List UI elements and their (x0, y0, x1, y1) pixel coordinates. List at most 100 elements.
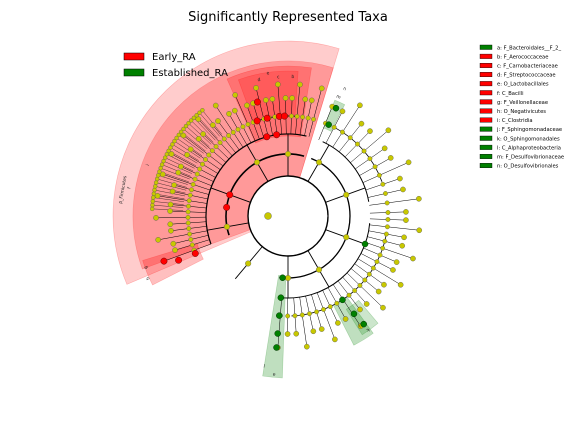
clade-letter-label: a (272, 371, 275, 376)
taxon-node (334, 300, 340, 306)
taxon-node (191, 115, 197, 121)
taxon-node (308, 97, 315, 104)
taxon-node (385, 224, 390, 230)
chart-title: Significantly Represented Taxa (188, 10, 388, 25)
taxa-key-swatch (479, 81, 493, 87)
taxa-key-entry: k: O_Sphingomonadales (497, 136, 560, 142)
taxon-node (342, 316, 349, 322)
taxon-node (162, 155, 168, 160)
taxon-node (206, 152, 212, 158)
taxa-key-swatch (479, 53, 493, 59)
taxon-node (293, 330, 300, 337)
taxon-node (311, 116, 316, 122)
significant-node-early (263, 114, 271, 122)
taxon-node (381, 145, 388, 152)
taxon-node (380, 245, 386, 251)
taxon-node (385, 127, 392, 134)
taxon-node (150, 202, 155, 208)
taxon-node (200, 108, 205, 113)
significant-node-early (226, 191, 234, 199)
phylum-label: p_Firmicutes (118, 175, 129, 204)
taxon-node (289, 95, 295, 101)
taxon-node (357, 283, 363, 288)
clade-letter-label: i (145, 163, 151, 166)
tree-branch (277, 84, 282, 135)
taxon-node (185, 209, 191, 215)
root-ring (247, 175, 329, 257)
tree-branch (158, 230, 208, 241)
taxa-key-entry: j: F_Sphingomonadaceae (496, 127, 562, 133)
taxon-node (168, 227, 174, 234)
tree-branch-arc (322, 141, 370, 202)
tree-branch (332, 105, 361, 148)
taxa-key-swatch (479, 163, 493, 169)
taxon-node (400, 186, 406, 193)
clade-letter-label: g (144, 265, 150, 270)
taxon-node (154, 176, 160, 182)
taxon-node (362, 277, 368, 283)
significant-node-early (223, 203, 231, 211)
taxon-node (385, 217, 391, 222)
taxon-node (367, 128, 373, 134)
taxon-node (156, 173, 161, 178)
significant-node-early (273, 131, 281, 139)
taxon-node (152, 187, 157, 193)
tree-branch (346, 272, 384, 308)
significant-node-established (339, 296, 346, 304)
taxon-node (186, 226, 192, 231)
taxon-node (172, 138, 177, 144)
tree-branch (163, 160, 192, 174)
taxon-node (305, 115, 311, 121)
taxon-node (151, 195, 156, 200)
taxon-node (154, 193, 161, 199)
taxon-node (212, 102, 219, 109)
taxa-key-swatch (479, 153, 493, 159)
taxon-node (318, 326, 325, 332)
taxon-node (304, 343, 310, 350)
taxa-key-entry: m: F_Desulfovibrionaceae (497, 155, 564, 161)
taxon-node (300, 114, 306, 120)
significant-node-early (160, 257, 168, 265)
significant-node-established (350, 310, 358, 318)
taxa-key-swatch (479, 126, 493, 132)
taxon-node (223, 223, 230, 230)
taxon-node (335, 320, 341, 326)
tree-branch (362, 162, 409, 183)
taxon-node (151, 191, 157, 196)
root-node (264, 212, 272, 220)
tree-branch (198, 118, 233, 157)
taxon-node (150, 199, 155, 204)
legend-swatch-early (123, 52, 145, 61)
tree-branch (156, 216, 207, 219)
taxon-node (416, 227, 423, 234)
taxon-node (269, 96, 276, 102)
significant-node-established (361, 240, 369, 248)
taxon-node (200, 161, 205, 167)
taxon-node (380, 181, 386, 187)
tree-branch (316, 292, 336, 340)
taxon-node (347, 135, 353, 141)
taxon-node (185, 214, 191, 220)
taxon-node (393, 259, 400, 265)
legend-label-early: Early_RA (152, 52, 196, 63)
taxon-node (209, 122, 216, 128)
clade-letter-label: k (365, 327, 371, 334)
taxon-node (189, 187, 194, 193)
taxon-node (192, 176, 198, 182)
taxon-node (375, 288, 382, 295)
tree-branch (171, 153, 216, 178)
clade-letter-label: d (257, 77, 261, 83)
taxon-node (186, 198, 192, 204)
taxon-node (321, 307, 326, 312)
taxon-node (153, 184, 158, 189)
clade-letter-label: e (266, 71, 270, 76)
taxon-node (244, 102, 250, 109)
taxon-node (314, 309, 319, 315)
taxon-node (178, 129, 184, 135)
tree-branch (183, 135, 224, 167)
clade-letter-label: n (342, 87, 347, 93)
clade-letter-label: m (335, 95, 341, 101)
significant-node-established (279, 274, 286, 282)
taxon-node (194, 171, 200, 177)
taxon-node (285, 313, 291, 319)
